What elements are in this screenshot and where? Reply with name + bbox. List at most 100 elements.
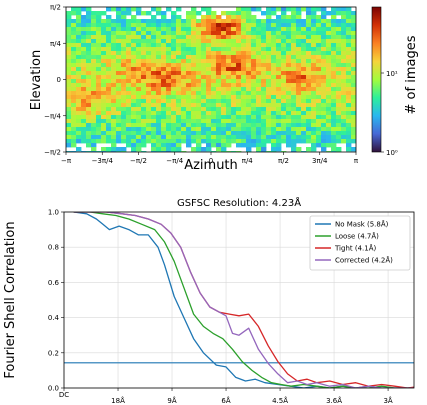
heatmap-cell — [131, 115, 137, 120]
heatmap-cell — [146, 27, 152, 32]
heatmap-cell — [221, 123, 227, 128]
heatmap-cell — [251, 123, 257, 128]
heatmap-cell — [76, 139, 82, 144]
heatmap-cell — [136, 135, 142, 140]
heatmap-cell — [86, 35, 92, 40]
heatmap-cell — [216, 135, 222, 140]
heatmap-cell — [66, 135, 72, 140]
heatmap-cell — [101, 19, 107, 24]
heatmap-cell — [266, 67, 272, 72]
heatmap-cell — [311, 71, 317, 76]
heatmap-cell — [221, 31, 227, 36]
heatmap-cell — [316, 27, 322, 32]
heatmap-cell — [141, 83, 147, 88]
heatmap-cell — [71, 91, 77, 96]
heatmap-cell — [231, 19, 237, 24]
heatmap-cell — [326, 107, 332, 112]
heatmap-cell — [176, 131, 182, 136]
heatmap-cell — [316, 39, 322, 44]
heatmap-cell — [121, 131, 127, 136]
heatmap-cell — [261, 139, 267, 144]
heatmap-cell — [221, 39, 227, 44]
heatmap-cell — [311, 99, 317, 104]
heatmap-cell — [101, 139, 107, 144]
heatmap-cell — [151, 119, 157, 124]
heatmap-cell — [186, 91, 192, 96]
heatmap-cell — [141, 55, 147, 60]
heatmap-cell — [86, 63, 92, 68]
heatmap-cell — [156, 67, 162, 72]
heatmap-cell — [281, 39, 287, 44]
heatmap-cell — [341, 111, 347, 116]
heatmap-cell — [251, 31, 257, 36]
heatmap-cell — [351, 71, 356, 76]
heatmap-cell — [96, 27, 102, 32]
heatmap-cell — [226, 43, 232, 48]
heatmap-cell — [276, 63, 282, 68]
heatmap-cell — [71, 67, 77, 72]
heatmap-cell — [206, 19, 212, 24]
heatmap-cell — [156, 79, 162, 84]
heatmap-cell — [291, 135, 297, 140]
heatmap-cell — [111, 103, 117, 108]
heatmap-x-tick-label: −π/4 — [166, 157, 183, 165]
heatmap-cell — [286, 55, 292, 60]
heatmap-cell — [116, 11, 122, 16]
heatmap-cell — [151, 31, 157, 36]
heatmap-cell — [331, 79, 337, 84]
heatmap-cell — [321, 67, 327, 72]
heatmap-cell — [181, 39, 187, 44]
heatmap-cell — [296, 15, 302, 20]
heatmap-cell — [251, 91, 257, 96]
heatmap-cell — [81, 83, 87, 88]
heatmap-cell — [326, 139, 332, 144]
heatmap-cell — [191, 27, 197, 32]
heatmap-cell — [91, 51, 97, 56]
heatmap-cell — [141, 123, 147, 128]
heatmap-cell — [161, 39, 167, 44]
heatmap-cell — [86, 119, 92, 124]
heatmap-cell — [81, 127, 87, 132]
heatmap-cell — [76, 75, 82, 80]
heatmap-cell — [236, 139, 242, 144]
heatmap-cell — [111, 139, 117, 144]
heatmap-cell — [261, 19, 267, 24]
heatmap-cell — [261, 35, 267, 40]
heatmap-cell — [71, 83, 77, 88]
heatmap-cell — [246, 31, 252, 36]
heatmap-cell — [351, 23, 356, 28]
heatmap-cell — [211, 87, 217, 92]
heatmap-cell — [76, 95, 82, 100]
heatmap-cell — [141, 75, 147, 80]
heatmap-cell — [226, 55, 232, 60]
heatmap-cell — [261, 151, 267, 152]
heatmap-cell — [156, 151, 162, 152]
heatmap-cell — [326, 19, 332, 24]
heatmap-cell — [331, 99, 337, 104]
heatmap-cell — [246, 47, 252, 52]
heatmap-cell — [106, 83, 112, 88]
heatmap-cell — [116, 103, 122, 108]
heatmap-cell — [81, 75, 87, 80]
heatmap-cell — [161, 91, 167, 96]
heatmap-cell — [216, 35, 222, 40]
heatmap-cell — [211, 103, 217, 108]
heatmap-cell — [221, 43, 227, 48]
heatmap-cell — [281, 35, 287, 40]
heatmap-cell — [251, 47, 257, 52]
heatmap-cell — [226, 63, 232, 68]
heatmap-cell — [101, 151, 107, 152]
heatmap-cell — [336, 31, 342, 36]
heatmap-cell — [291, 143, 297, 148]
heatmap-cell — [176, 59, 182, 64]
heatmap-cell — [346, 123, 352, 128]
heatmap-cell — [101, 95, 107, 100]
heatmap-cell — [221, 151, 227, 152]
heatmap-cell — [221, 87, 227, 92]
heatmap-cell — [321, 143, 327, 148]
heatmap-cell — [106, 27, 112, 32]
heatmap-cell — [81, 71, 87, 76]
heatmap-cell — [351, 87, 356, 92]
heatmap-cell — [296, 147, 302, 152]
heatmap-cell — [311, 19, 317, 24]
